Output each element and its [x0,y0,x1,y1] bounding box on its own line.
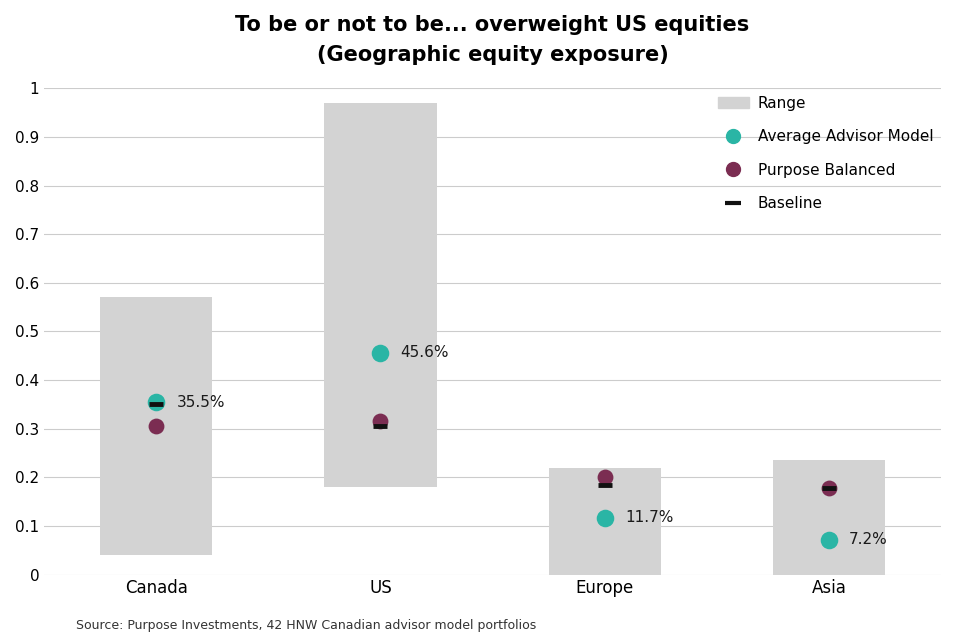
Legend: Range, Average Advisor Model, Purpose Balanced, Baseline: Range, Average Advisor Model, Purpose Ba… [718,96,933,211]
Text: 7.2%: 7.2% [849,532,888,547]
Point [373,417,388,427]
Point [597,472,612,482]
Text: 45.6%: 45.6% [401,345,449,360]
Point [373,348,388,358]
Point [597,512,612,523]
Bar [324,103,437,487]
Bar [772,461,885,575]
Text: 35.5%: 35.5% [177,394,225,410]
Text: 11.7%: 11.7% [625,510,673,525]
Point [373,421,388,431]
Title: To be or not to be... overweight US equities
(Geographic equity exposure): To be or not to be... overweight US equi… [235,15,750,64]
Point [821,483,836,493]
Text: Source: Purpose Investments, 42 HNW Canadian advisor model portfolios: Source: Purpose Investments, 42 HNW Cana… [76,619,536,632]
Point [148,421,163,431]
Point [148,397,163,407]
Bar [549,468,661,575]
Point [821,483,836,493]
Bar [100,297,212,555]
Point [597,480,612,490]
Point [821,535,836,545]
Point [148,399,163,410]
